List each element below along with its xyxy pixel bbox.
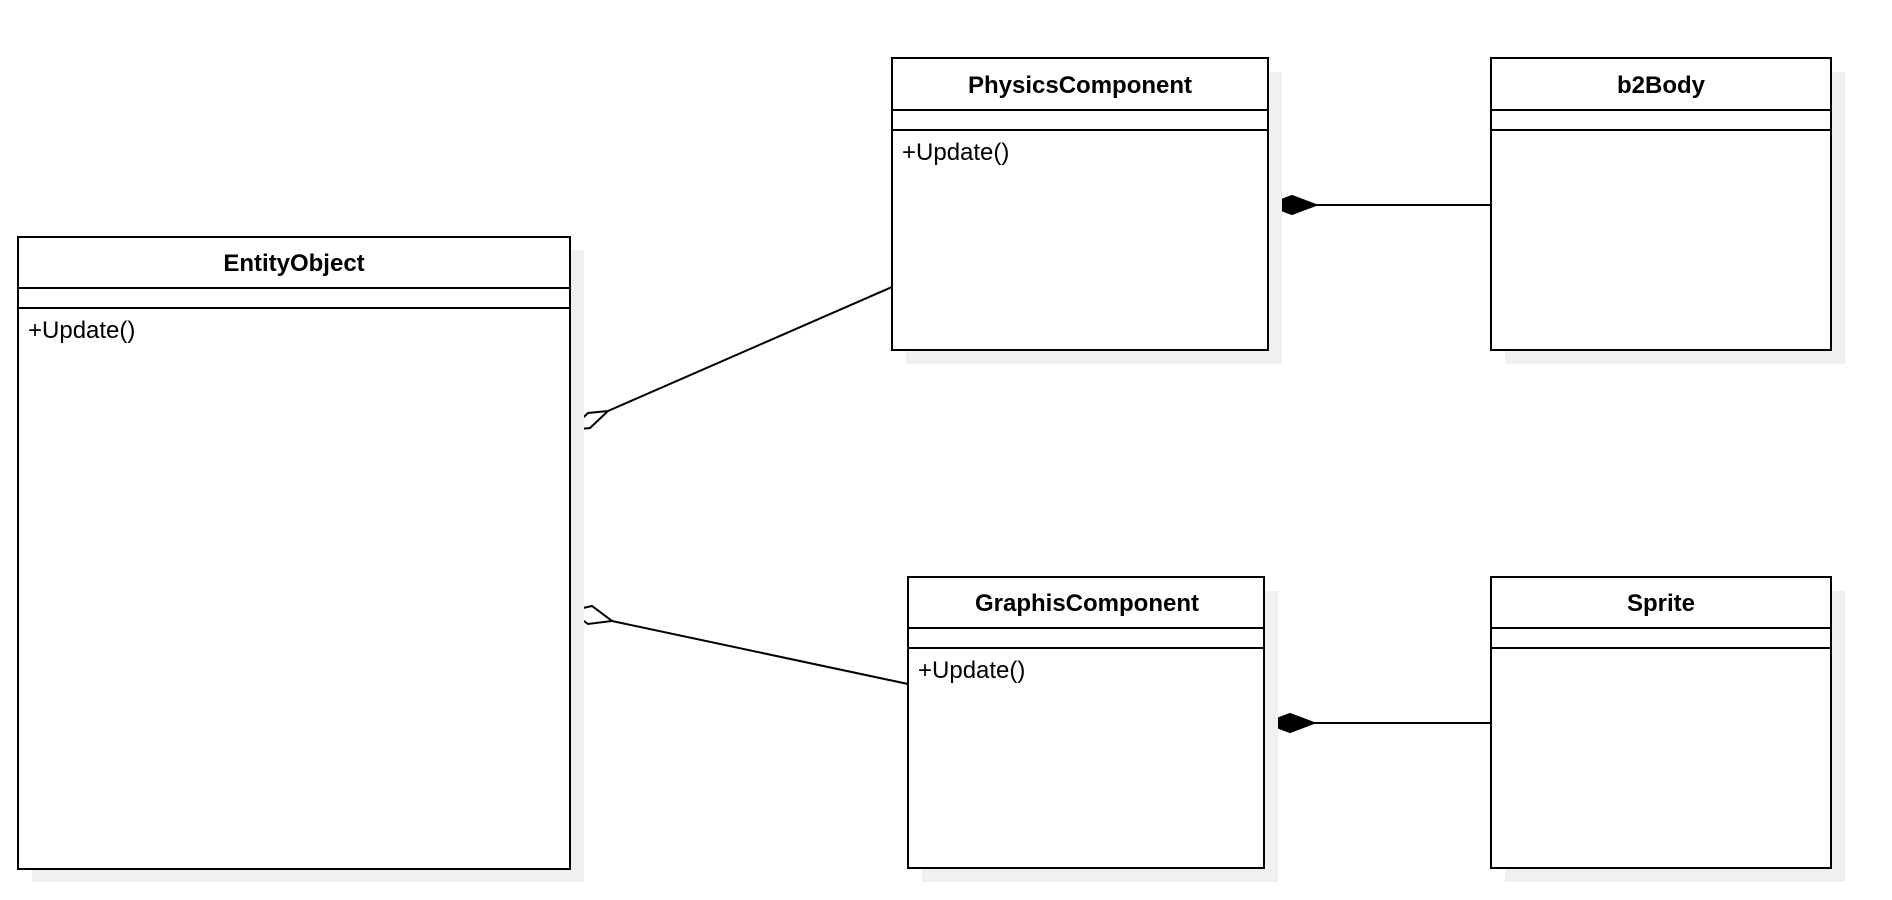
class-method: +Update()	[918, 657, 1025, 684]
edge-physics-to-b2body[interactable]	[1265, 194, 1491, 216]
class-box	[1490, 576, 1832, 869]
class-b2body[interactable]: b2Body	[1490, 57, 1845, 364]
class-physics-component[interactable]: PhysicsComponent +Update()	[891, 57, 1282, 364]
class-graphis-component[interactable]: GraphisComponent +Update()	[907, 576, 1278, 882]
class-box	[17, 236, 571, 870]
edge-entity-to-graphis[interactable]	[567, 604, 909, 685]
class-name: b2Body	[1617, 72, 1706, 99]
class-box	[907, 576, 1265, 869]
class-method: +Update()	[902, 139, 1009, 166]
class-name: EntityObject	[223, 250, 364, 277]
class-box	[891, 57, 1269, 351]
class-name: PhysicsComponent	[968, 72, 1192, 99]
class-name: Sprite	[1627, 590, 1695, 617]
class-name: GraphisComponent	[975, 590, 1199, 617]
edge-graphis-to-sprite[interactable]	[1263, 712, 1491, 734]
class-method: +Update()	[28, 317, 135, 344]
class-box	[1490, 57, 1832, 351]
edge-entity-to-physics[interactable]	[567, 286, 893, 432]
class-entity-object[interactable]: EntityObject +Update()	[17, 236, 584, 882]
class-sprite[interactable]: Sprite	[1490, 576, 1845, 882]
